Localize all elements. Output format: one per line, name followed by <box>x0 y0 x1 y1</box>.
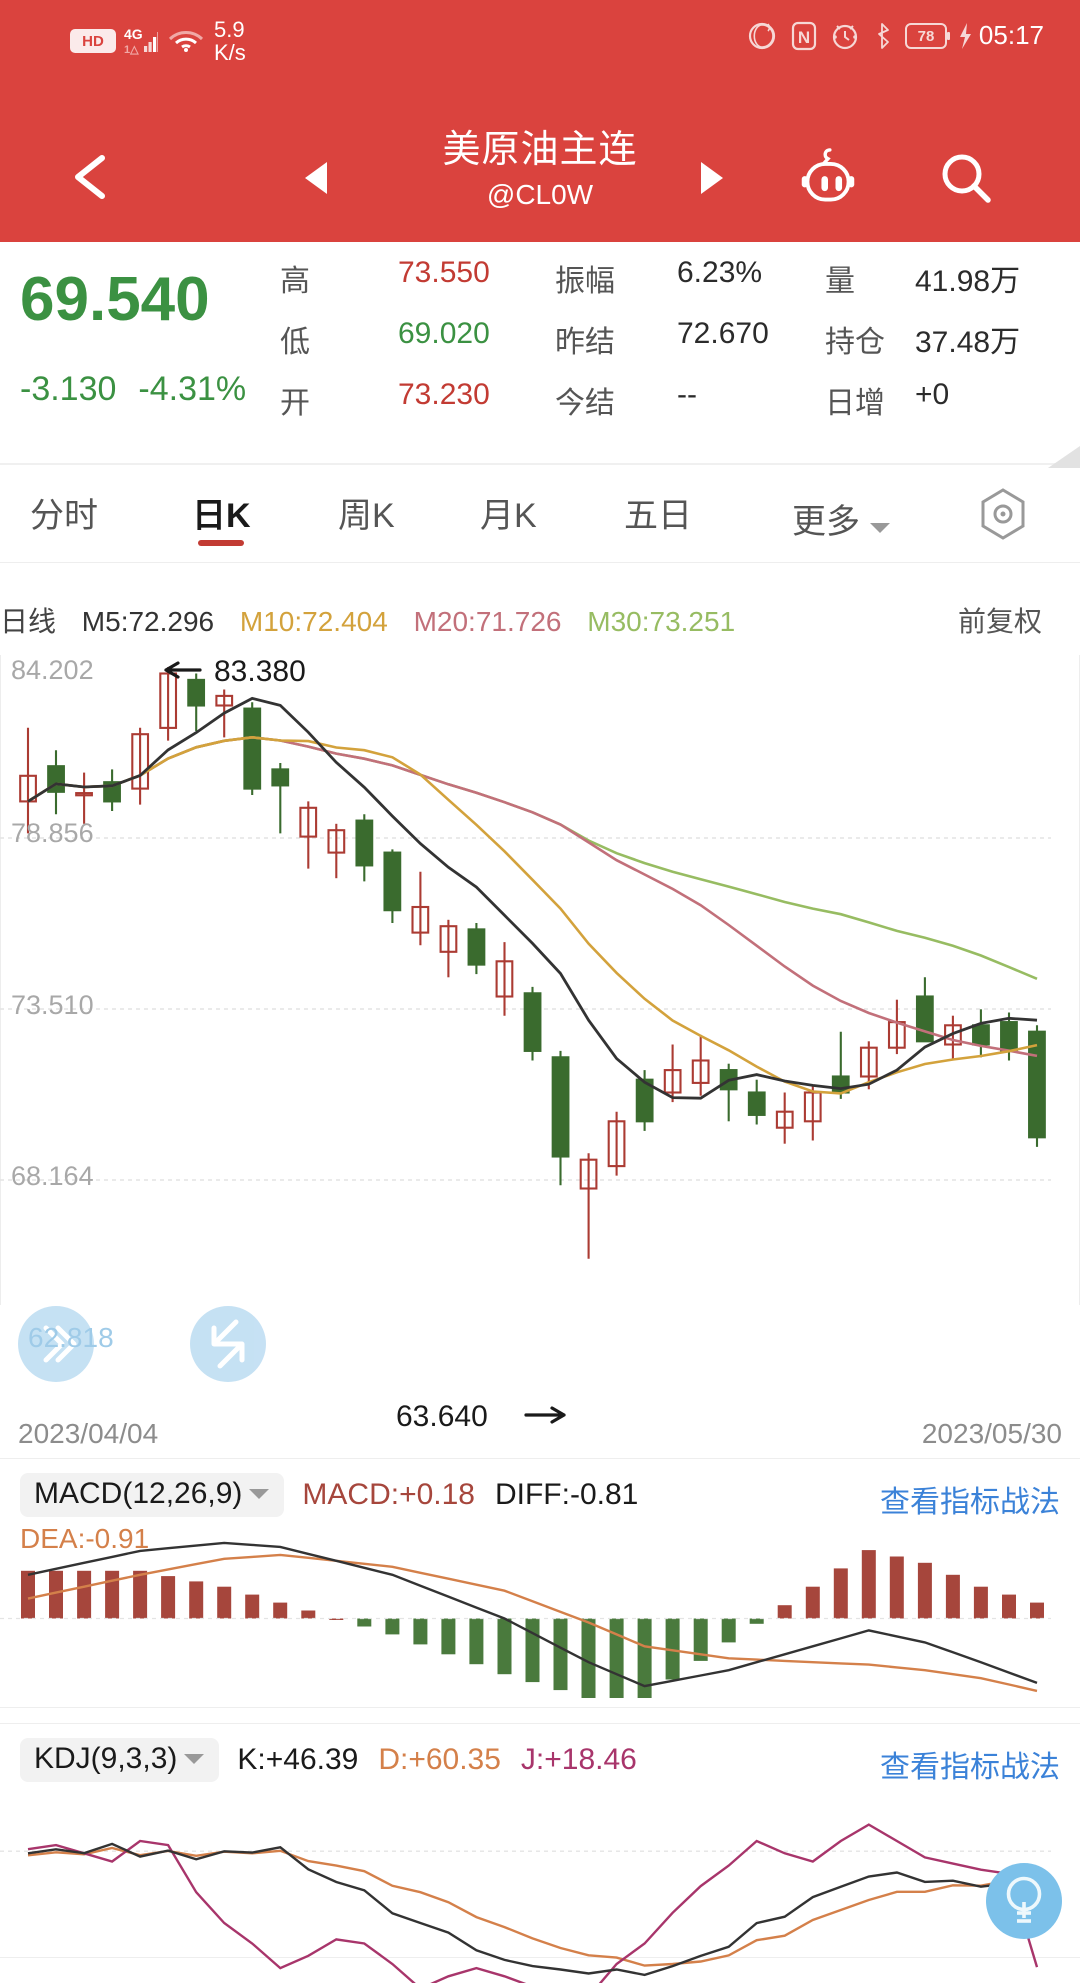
svg-text:63.640: 63.640 <box>396 1400 488 1433</box>
svg-text:78: 78 <box>918 28 935 45</box>
svg-text:1△: 1△ <box>124 44 139 56</box>
svg-text:HD: HD <box>82 33 104 50</box>
svg-text:N: N <box>798 28 810 47</box>
svg-text:4G: 4G <box>124 26 143 42</box>
svg-text:83.380: 83.380 <box>214 655 306 688</box>
